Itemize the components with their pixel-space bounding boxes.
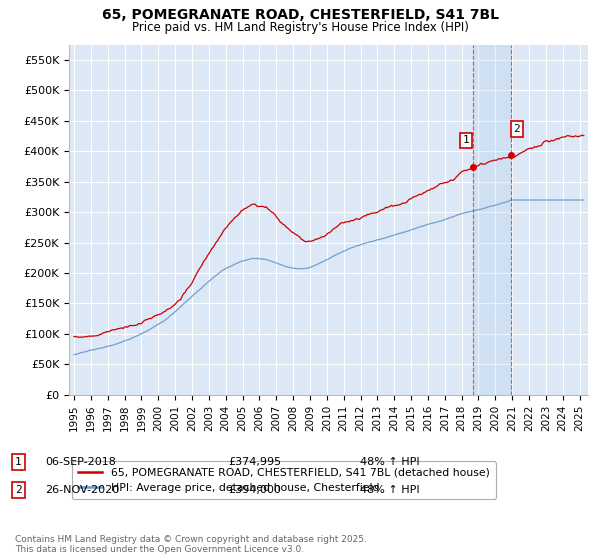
Text: 1: 1 [15, 457, 22, 467]
Text: 2: 2 [15, 485, 22, 495]
Text: £394,000: £394,000 [228, 485, 281, 495]
Text: 06-SEP-2018: 06-SEP-2018 [45, 457, 116, 467]
Text: 1: 1 [463, 136, 470, 146]
Legend: 65, POMEGRANATE ROAD, CHESTERFIELD, S41 7BL (detached house), HPI: Average price: 65, POMEGRANATE ROAD, CHESTERFIELD, S41 … [72, 461, 496, 500]
Text: 48% ↑ HPI: 48% ↑ HPI [360, 485, 419, 495]
Text: £374,995: £374,995 [228, 457, 281, 467]
Text: 2: 2 [514, 124, 520, 134]
Text: Contains HM Land Registry data © Crown copyright and database right 2025.
This d: Contains HM Land Registry data © Crown c… [15, 535, 367, 554]
Bar [473, 45, 511, 395]
Text: 48% ↑ HPI: 48% ↑ HPI [360, 457, 419, 467]
Text: 26-NOV-2020: 26-NOV-2020 [45, 485, 119, 495]
Text: Price paid vs. HM Land Registry's House Price Index (HPI): Price paid vs. HM Land Registry's House … [131, 21, 469, 34]
Text: 65, POMEGRANATE ROAD, CHESTERFIELD, S41 7BL: 65, POMEGRANATE ROAD, CHESTERFIELD, S41 … [101, 8, 499, 22]
